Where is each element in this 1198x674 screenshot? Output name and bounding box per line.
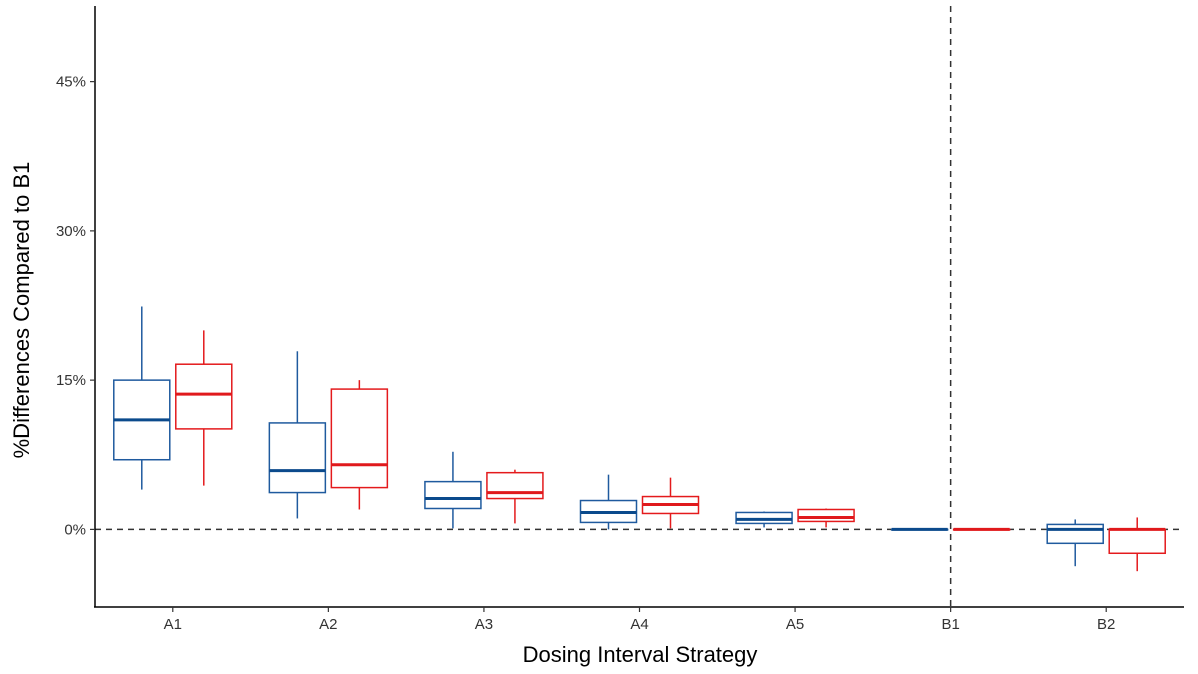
- box-A1-series-2: [175, 330, 233, 486]
- box-body: [1108, 528, 1166, 555]
- box-B1-series-1: [890, 527, 949, 531]
- box-A2-series-1: [268, 351, 327, 519]
- x-tick-label: A3: [475, 616, 493, 633]
- x-ticks: A1 A2 A3 A4 A5 B1 B2: [164, 607, 1115, 633]
- box-A4-series-1: [579, 474, 638, 530]
- box-B2-series-1: [1046, 519, 1104, 567]
- y-tick-label: 15%: [56, 372, 86, 389]
- box-body: [797, 508, 855, 523]
- box-A3-series-2: [486, 469, 544, 524]
- box-A5-series-1: [735, 511, 793, 528]
- x-tick-label: A2: [319, 616, 337, 633]
- box-A3-series-1: [424, 451, 482, 529]
- axes: [94, 6, 1184, 608]
- x-tick-label: B1: [941, 616, 959, 633]
- y-ticks: 0% 15% 30% 45%: [56, 74, 95, 538]
- box-body: [330, 388, 389, 489]
- y-tick-label: 45%: [56, 74, 86, 91]
- box-body: [486, 471, 544, 500]
- box-body: [424, 480, 482, 510]
- box-body: [268, 422, 327, 494]
- box-B1-series-2: [952, 527, 1011, 531]
- box-A4-series-2: [641, 477, 700, 529]
- boxes-layer: [113, 306, 1166, 572]
- box-A1-series-1: [113, 306, 171, 490]
- x-tick-label: A1: [164, 616, 182, 633]
- x-tick-label: A5: [786, 616, 804, 633]
- x-tick-label: A4: [630, 616, 648, 633]
- box-A2-series-2: [330, 380, 389, 510]
- y-axis-title: %Differences Compared to B1: [9, 162, 34, 459]
- x-axis-title: Dosing Interval Strategy: [523, 642, 758, 667]
- y-tick-label: 0%: [64, 521, 86, 538]
- y-tick-label: 30%: [56, 223, 86, 240]
- box-B2-series-2: [1108, 517, 1166, 572]
- box-body: [175, 363, 233, 430]
- box-A5-series-2: [797, 508, 855, 528]
- x-tick-label: B2: [1097, 616, 1115, 633]
- reference-lines: [95, 6, 1184, 607]
- box-body: [1046, 523, 1104, 545]
